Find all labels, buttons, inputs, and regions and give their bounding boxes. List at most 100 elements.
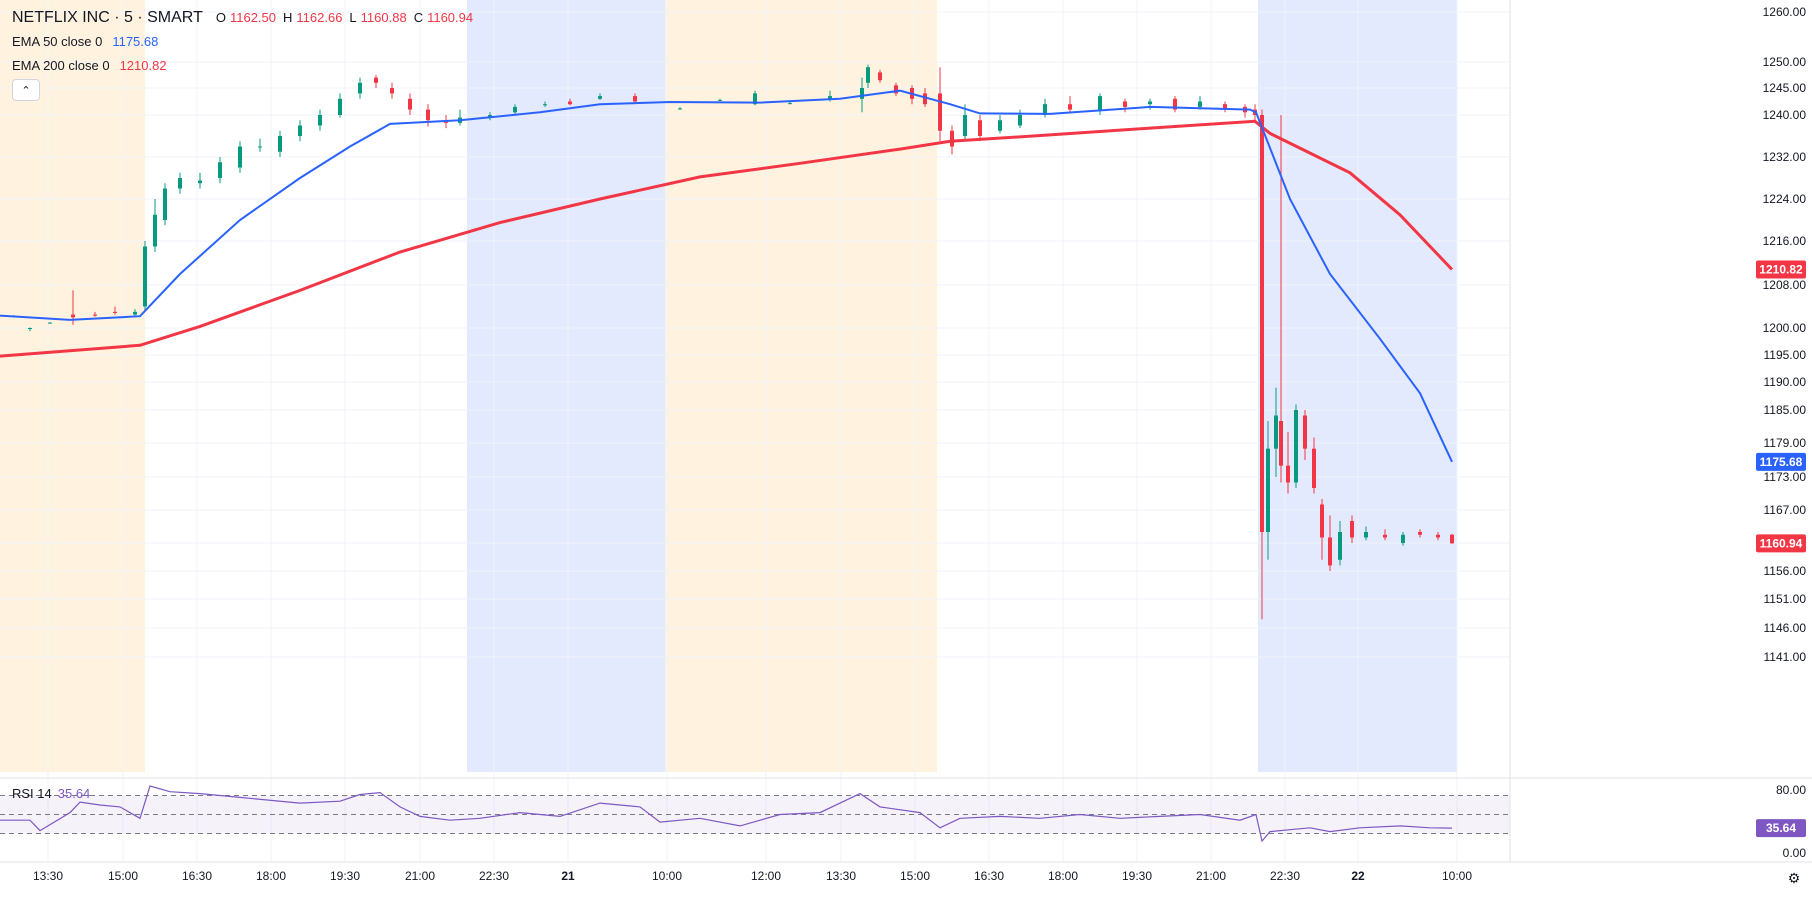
candle-body-14 — [258, 147, 262, 148]
candle-body-50 — [1068, 104, 1072, 109]
candle-body-66 — [1312, 449, 1316, 488]
candle-body-19 — [358, 83, 362, 94]
chevron-up-icon: ⌃ — [21, 84, 30, 97]
candle-body-39 — [878, 72, 882, 80]
ema200-value: 1210.82 — [120, 54, 167, 78]
candle-body-27 — [513, 107, 517, 112]
price-tick-16: 1156.00 — [1764, 564, 1807, 578]
price-tick-11: 1185.00 — [1764, 403, 1807, 417]
rsi-badge: 35.64 — [1766, 821, 1796, 835]
symbol-title[interactable]: NETFLIX INC · 5 · SMART — [12, 6, 203, 30]
time-tick-11: 15:00 — [900, 869, 930, 883]
price-tick-2: 1245.00 — [1763, 81, 1807, 95]
time-tick-3: 18:00 — [256, 869, 286, 883]
candle-body-11 — [198, 181, 202, 184]
time-tick-12: 16:30 — [974, 869, 1004, 883]
time-tick-15: 21:00 — [1196, 869, 1226, 883]
ohlc-close-key: C — [414, 6, 423, 30]
candle-body-7 — [143, 247, 147, 307]
candle-body-48 — [1018, 115, 1022, 126]
candle-body-3 — [71, 315, 75, 318]
price-tick-18: 1146.00 — [1764, 621, 1807, 635]
ohlc-open-value: 1162.50 — [230, 6, 276, 30]
candle-body-8 — [153, 215, 157, 247]
candle-body-10 — [178, 178, 182, 189]
candle-body-13 — [238, 147, 242, 168]
candle-body-74 — [1418, 532, 1422, 535]
time-tick-14: 19:30 — [1122, 869, 1152, 883]
candle-body-75 — [1436, 535, 1440, 538]
ema50-value: 1175.68 — [112, 30, 158, 54]
time-tick-2: 16:30 — [182, 869, 212, 883]
collapse-legend-button[interactable]: ⌃ — [12, 79, 40, 101]
ema50-name[interactable]: EMA 50 close 0 — [12, 30, 102, 54]
candle-body-72 — [1383, 535, 1387, 538]
candle-body-2 — [48, 323, 52, 324]
candle-body-43 — [938, 93, 942, 130]
candle-body-64 — [1294, 410, 1298, 483]
candle-body-29 — [568, 102, 572, 105]
candle-body-30 — [598, 96, 602, 99]
candle-body-32 — [678, 109, 682, 110]
session-band-2 — [665, 0, 937, 772]
candle-body-68 — [1328, 538, 1332, 566]
chart-settings-icon[interactable]: ⚙ — [1786, 870, 1802, 886]
candle-body-71 — [1364, 532, 1368, 538]
candle-body-55 — [1198, 102, 1202, 107]
price-tick-19: 1141.00 — [1764, 650, 1807, 664]
candle-body-47 — [998, 120, 1002, 131]
time-tick-16: 22:30 — [1270, 869, 1300, 883]
candle-body-76 — [1450, 535, 1454, 544]
price-tick-13: 1173.00 — [1764, 470, 1807, 484]
ohlc-open-key: O — [216, 6, 226, 30]
candle-body-15 — [278, 136, 282, 152]
rsi-tick-1: 0.00 — [1783, 846, 1807, 860]
ohlc-low-key: L — [349, 6, 356, 30]
candle-body-17 — [318, 115, 322, 126]
candle-body-31 — [633, 96, 637, 101]
candle-body-12 — [218, 162, 222, 178]
candle-body-53 — [1148, 102, 1152, 105]
ohlc-low-value: 1160.88 — [361, 6, 407, 30]
price-tick-14: 1167.00 — [1764, 503, 1807, 517]
time-tick-17: 22 — [1351, 869, 1365, 883]
ema200-name[interactable]: EMA 200 close 0 — [12, 54, 110, 78]
ohlc-high-key: H — [283, 6, 292, 30]
candle-body-4 — [93, 315, 97, 316]
candle-body-51 — [1098, 96, 1102, 110]
rsi-tick-0: 80.00 — [1776, 783, 1806, 797]
price-tick-4: 1232.00 — [1763, 150, 1807, 164]
time-tick-1: 15:00 — [108, 869, 138, 883]
candle-body-28 — [543, 104, 547, 105]
rsi-legend[interactable]: RSI 14 35.64 — [12, 786, 90, 801]
candle-body-5 — [113, 312, 117, 313]
candle-body-44 — [950, 131, 954, 147]
candle-body-52 — [1123, 102, 1127, 107]
candle-body-35 — [788, 103, 792, 104]
candle-body-73 — [1401, 535, 1405, 543]
time-tick-4: 19:30 — [330, 869, 360, 883]
time-tick-7: 21 — [561, 869, 575, 883]
candle-body-9 — [163, 189, 167, 221]
time-tick-0: 13:30 — [33, 869, 63, 883]
ema200-legend[interactable]: EMA 200 close 0 1210.82 — [12, 54, 473, 78]
ema200-price-badge: 1210.82 — [1759, 262, 1803, 276]
candle-body-62 — [1279, 421, 1283, 466]
candle-body-37 — [860, 88, 864, 99]
candle-body-18 — [338, 99, 342, 115]
candle-body-33 — [718, 100, 722, 101]
ema50-legend[interactable]: EMA 50 close 0 1175.68 — [12, 30, 473, 54]
last-price-badge: 1160.94 — [1760, 536, 1803, 550]
time-tick-13: 18:00 — [1048, 869, 1078, 883]
candle-body-21 — [390, 88, 394, 93]
candle-body-6 — [133, 312, 137, 315]
time-tick-6: 22:30 — [479, 869, 509, 883]
rsi-name[interactable]: RSI 14 — [12, 786, 52, 801]
rsi-value: 35.64 — [58, 786, 91, 801]
time-tick-10: 13:30 — [826, 869, 856, 883]
candle-body-20 — [374, 78, 378, 83]
